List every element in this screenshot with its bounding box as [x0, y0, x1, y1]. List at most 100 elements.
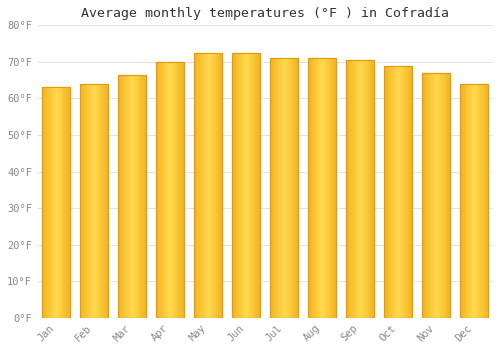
- Bar: [126, 75, 127, 318]
- Bar: [210, 53, 211, 318]
- Bar: [460, 84, 462, 318]
- Bar: [52, 88, 53, 318]
- Bar: [168, 62, 169, 318]
- Bar: [433, 73, 434, 318]
- Bar: [346, 60, 348, 318]
- Bar: [42, 88, 70, 318]
- Bar: [436, 73, 437, 318]
- Bar: [178, 62, 180, 318]
- Bar: [282, 58, 283, 318]
- Bar: [276, 58, 278, 318]
- Bar: [296, 58, 297, 318]
- Bar: [270, 58, 272, 318]
- Bar: [240, 53, 241, 318]
- Bar: [167, 62, 168, 318]
- Bar: [435, 73, 436, 318]
- Bar: [446, 73, 448, 318]
- Bar: [426, 73, 428, 318]
- Bar: [196, 53, 198, 318]
- Bar: [105, 84, 106, 318]
- Bar: [354, 60, 355, 318]
- Bar: [308, 58, 310, 318]
- Bar: [209, 53, 210, 318]
- Bar: [133, 75, 134, 318]
- Bar: [242, 53, 243, 318]
- Bar: [292, 58, 294, 318]
- Bar: [220, 53, 221, 318]
- Bar: [234, 53, 236, 318]
- Bar: [477, 84, 478, 318]
- Bar: [232, 53, 260, 318]
- Bar: [90, 84, 91, 318]
- Bar: [254, 53, 256, 318]
- Bar: [176, 62, 178, 318]
- Bar: [422, 73, 424, 318]
- Bar: [278, 58, 279, 318]
- Bar: [170, 62, 171, 318]
- Bar: [93, 84, 94, 318]
- Bar: [372, 60, 374, 318]
- Bar: [243, 53, 244, 318]
- Bar: [462, 84, 464, 318]
- Bar: [246, 53, 247, 318]
- Bar: [258, 53, 259, 318]
- Bar: [42, 88, 43, 318]
- Bar: [288, 58, 290, 318]
- Bar: [207, 53, 208, 318]
- Bar: [86, 84, 87, 318]
- Bar: [482, 84, 484, 318]
- Bar: [424, 73, 426, 318]
- Bar: [352, 60, 354, 318]
- Bar: [245, 53, 246, 318]
- Bar: [241, 53, 242, 318]
- Bar: [323, 58, 324, 318]
- Bar: [350, 60, 352, 318]
- Bar: [120, 75, 122, 318]
- Bar: [366, 60, 368, 318]
- Bar: [310, 58, 312, 318]
- Bar: [355, 60, 356, 318]
- Bar: [428, 73, 430, 318]
- Bar: [384, 65, 412, 318]
- Bar: [96, 84, 98, 318]
- Bar: [171, 62, 172, 318]
- Bar: [308, 58, 336, 318]
- Bar: [200, 53, 201, 318]
- Bar: [346, 60, 374, 318]
- Bar: [198, 53, 200, 318]
- Bar: [216, 53, 218, 318]
- Bar: [484, 84, 486, 318]
- Bar: [328, 58, 330, 318]
- Bar: [259, 53, 260, 318]
- Bar: [287, 58, 288, 318]
- Bar: [364, 60, 366, 318]
- Bar: [270, 58, 298, 318]
- Bar: [64, 88, 66, 318]
- Bar: [107, 84, 108, 318]
- Bar: [297, 58, 298, 318]
- Bar: [422, 73, 450, 318]
- Bar: [318, 58, 319, 318]
- Bar: [156, 62, 158, 318]
- Bar: [464, 84, 466, 318]
- Bar: [470, 84, 471, 318]
- Bar: [50, 88, 51, 318]
- Bar: [134, 75, 136, 318]
- Bar: [362, 60, 363, 318]
- Bar: [53, 88, 54, 318]
- Bar: [430, 73, 432, 318]
- Bar: [91, 84, 92, 318]
- Bar: [460, 84, 488, 318]
- Bar: [80, 84, 82, 318]
- Bar: [394, 65, 395, 318]
- Bar: [51, 88, 52, 318]
- Bar: [69, 88, 70, 318]
- Bar: [410, 65, 412, 318]
- Bar: [290, 58, 292, 318]
- Bar: [125, 75, 126, 318]
- Bar: [156, 62, 184, 318]
- Bar: [324, 58, 325, 318]
- Bar: [401, 65, 402, 318]
- Bar: [54, 88, 55, 318]
- Bar: [472, 84, 473, 318]
